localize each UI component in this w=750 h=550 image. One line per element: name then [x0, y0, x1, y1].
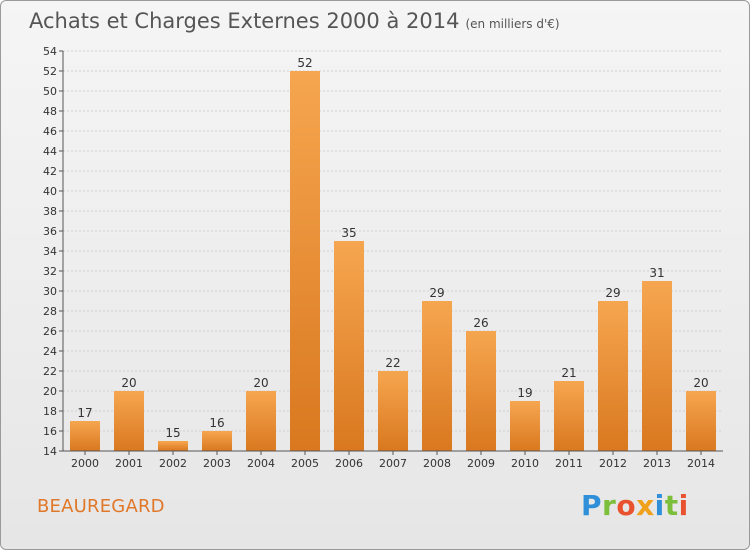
y-tick-label: 32	[43, 265, 57, 278]
y-tick-label: 36	[43, 225, 57, 238]
logo-letter: o	[616, 489, 637, 522]
bar	[70, 421, 100, 451]
y-tick-label: 44	[43, 145, 57, 158]
bar-value-label: 19	[517, 386, 532, 400]
x-tick-label: 2000	[71, 457, 99, 470]
proxiti-logo: Proxiti	[581, 489, 689, 522]
y-tick-label: 22	[43, 365, 57, 378]
x-tick-label: 2005	[291, 457, 319, 470]
bar	[598, 301, 628, 451]
y-tick-label: 24	[43, 345, 57, 358]
bar	[378, 371, 408, 451]
y-tick-label: 26	[43, 325, 57, 338]
x-axis: 2000 2001 2002 2003 2004 2005 2006 2007 2008 2009…	[63, 450, 723, 470]
bar-value-label: 21	[561, 366, 576, 380]
x-tick-label: 2010	[511, 457, 539, 470]
y-tick-label: 42	[43, 165, 57, 178]
y-tick-label: 18	[43, 405, 57, 418]
x-tick-label: 2003	[203, 457, 231, 470]
x-tick-label: 2013	[643, 457, 671, 470]
y-tick-label: 14	[43, 445, 57, 458]
x-tick-label: 2004	[247, 457, 275, 470]
bar-value-label: 35	[341, 226, 356, 240]
bar	[642, 281, 672, 451]
bar	[334, 241, 364, 451]
x-tick-label: 2012	[599, 457, 627, 470]
bar-value-label: 20	[253, 376, 268, 390]
y-axis: 14 16 18 20 22 24 26 28 30 32 34 36 38 40 42 44 46 48 50 52…	[43, 45, 64, 458]
x-tick-label: 2011	[555, 457, 583, 470]
y-tick-label: 46	[43, 125, 57, 138]
bar	[554, 381, 584, 451]
y-tick-label: 28	[43, 305, 57, 318]
bar	[422, 301, 452, 451]
chart-subtitle: (en milliers d'€)	[465, 17, 560, 31]
bar-value-label: 20	[693, 376, 708, 390]
x-tick-label: 2006	[335, 457, 363, 470]
x-tick-label: 2014	[687, 457, 715, 470]
bar-value-label: 22	[385, 356, 400, 370]
logo-letter: r	[602, 489, 617, 522]
x-tick-label: 2008	[423, 457, 451, 470]
bar	[510, 401, 540, 451]
y-tick-label: 30	[43, 285, 57, 298]
x-tick-label: 2001	[115, 457, 143, 470]
y-tick-label: 38	[43, 205, 57, 218]
bar	[246, 391, 276, 451]
bar-value-label: 52	[297, 56, 312, 70]
y-tick-label: 16	[43, 425, 57, 438]
bar	[158, 441, 188, 451]
y-tick-label: 20	[43, 385, 57, 398]
logo-letter: i	[654, 489, 665, 522]
bar-value-label: 31	[649, 266, 664, 280]
bars: 17 20 15 16 20 52 35 22 29 26 19 21 29 31 20	[70, 56, 716, 451]
y-tick-label: 40	[43, 185, 57, 198]
y-tick-label: 48	[43, 105, 57, 118]
x-tick-label: 2009	[467, 457, 495, 470]
bar-value-label: 16	[209, 416, 224, 430]
y-tick-label: 54	[43, 45, 57, 58]
bar-value-label: 29	[605, 286, 620, 300]
bar-value-label: 29	[429, 286, 444, 300]
x-tick-label: 2007	[379, 457, 407, 470]
city-name: BEAUREGARD	[37, 496, 165, 517]
logo-letter: t	[664, 489, 679, 522]
x-tick-label: 2002	[159, 457, 187, 470]
bar-value-label: 17	[77, 406, 92, 420]
grid-lines	[63, 50, 723, 452]
y-tick-label: 34	[43, 245, 57, 258]
y-tick-label: 52	[43, 65, 57, 78]
bar-value-label: 20	[121, 376, 136, 390]
bar-value-label: 15	[165, 426, 180, 440]
chart-title: Achats et Charges Externes 2000 à 2014 (e…	[29, 9, 560, 33]
bar	[202, 431, 232, 451]
y-tick-label: 50	[43, 85, 57, 98]
logo-letter: P	[581, 489, 603, 522]
bar	[466, 331, 496, 451]
chart-title-text: Achats et Charges Externes 2000 à 2014	[29, 9, 460, 33]
logo-letter: i	[678, 489, 689, 522]
bar	[290, 71, 320, 451]
logo-letter: x	[636, 489, 655, 522]
bar	[114, 391, 144, 451]
bar-value-label: 26	[473, 316, 488, 330]
bar	[686, 391, 716, 451]
